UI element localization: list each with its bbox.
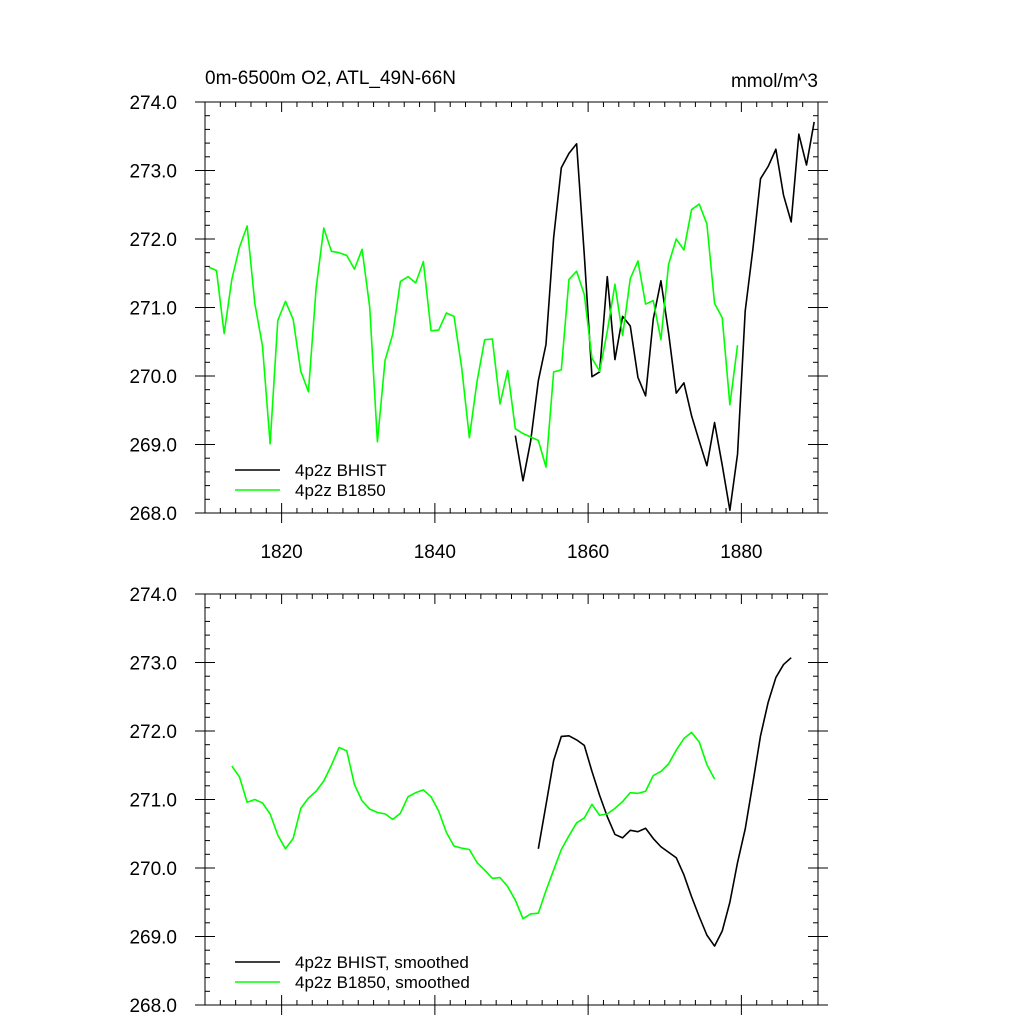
top-series-line-4p2z-bhist (514, 121, 815, 512)
top-y-tick-label: 273.0 (129, 162, 177, 183)
top-panel: 0m-6500m O2, ATL_49N-66N mmol/m^3 268.0 2… (129, 68, 828, 563)
bottom-y-tick-label: 271.0 (129, 791, 177, 812)
bottom-legend-label: 4p2z BHIST, smoothed (295, 953, 469, 972)
top-chart-units: mmol/m^3 (731, 71, 818, 92)
bottom-y-tick-label: 274.0 (129, 585, 177, 606)
bottom-y-tick-label: 272.0 (129, 722, 177, 743)
top-series-line-4p2z-b1850 (208, 203, 739, 468)
bottom-y-tick-label: 273.0 (129, 654, 177, 675)
top-plot-frame (204, 101, 819, 514)
top-x-tick-label: 1880 (720, 542, 762, 563)
bottom-series-line-4p2z-bhist-smoothed (537, 657, 792, 947)
bottom-y-tick-label: 270.0 (129, 859, 177, 880)
bottom-legend-label: 4p2z B1850, smoothed (295, 973, 470, 992)
bottom-plot-frame (204, 593, 819, 1006)
top-x-tick-label: 1840 (414, 542, 456, 563)
top-legend-label: 4p2z B1850 (295, 481, 386, 500)
bottom-series-line-4p2z-b1850-smoothed (231, 731, 716, 920)
bottom-y-tick-label: 269.0 (129, 928, 177, 949)
bottom-y-tick-label: 268.0 (129, 996, 177, 1017)
top-legend-label: 4p2z BHIST (295, 461, 387, 480)
top-x-tick-label: 1860 (567, 542, 609, 563)
top-y-tick-label: 272.0 (129, 230, 177, 251)
top-chart-title: 0m-6500m O2, ATL_49N-66N (205, 68, 456, 89)
top-y-tick-label: 271.0 (129, 299, 177, 320)
top-y-tick-label: 269.0 (129, 436, 177, 457)
top-y-tick-label: 270.0 (129, 367, 177, 388)
top-y-tick-label: 268.0 (129, 504, 177, 525)
top-x-tick-label: 1820 (260, 542, 302, 563)
top-y-tick-label: 274.0 (129, 93, 177, 114)
bottom-panel: 268.0 269.0 270.0 271.0 272.0 273.0 274.0 4p2z … (129, 585, 828, 1017)
